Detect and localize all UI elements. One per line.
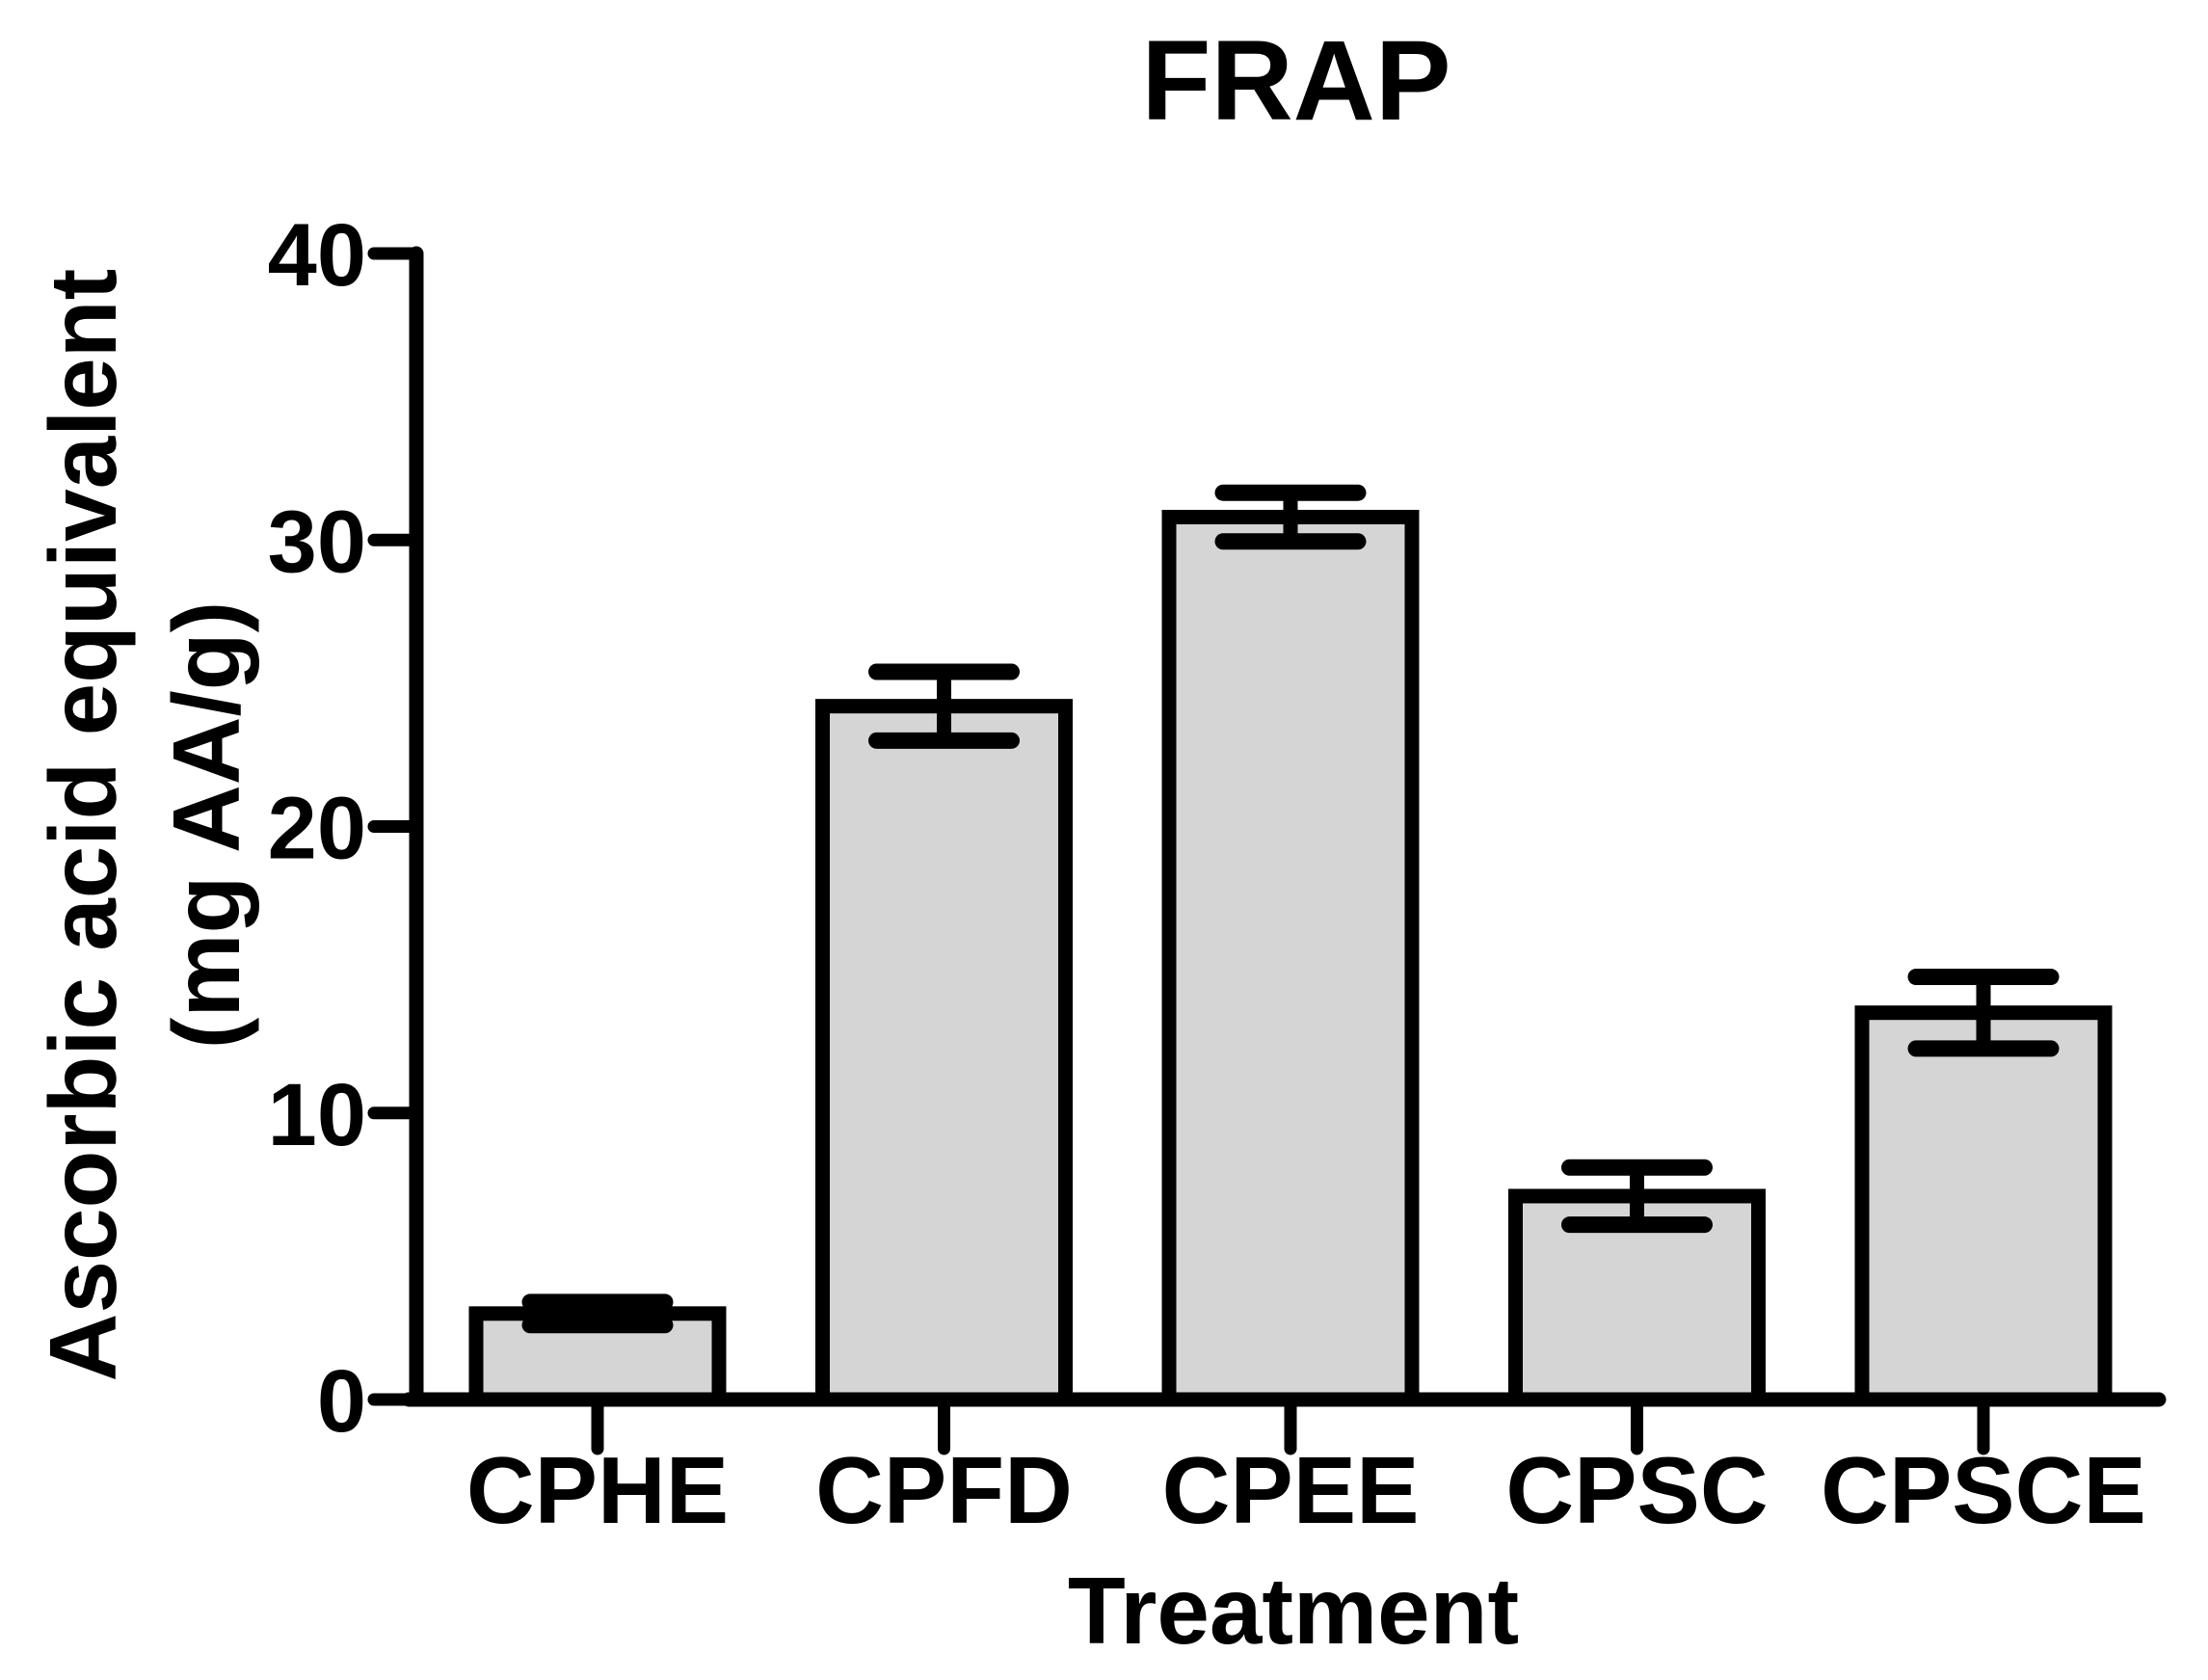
error-bar-cpfd bbox=[868, 663, 1020, 749]
x-tick-label-cpfd: CPFD bbox=[815, 1437, 1073, 1543]
y-axis-title-line1: Ascorbic acid equivalent bbox=[30, 269, 136, 1382]
error-bar-cphe bbox=[521, 1293, 674, 1334]
bar-cpee bbox=[1161, 509, 1420, 1407]
x-tick-label-cphe: CPHE bbox=[466, 1437, 729, 1543]
y-tick-label-10: 10 bbox=[268, 1066, 366, 1164]
y-tick-label-30: 30 bbox=[268, 493, 366, 591]
x-tick-label-cpsc: CPSC bbox=[1505, 1437, 1768, 1543]
x-tick-label-cpee: CPEE bbox=[1162, 1437, 1420, 1543]
bar-cpfd bbox=[815, 699, 1073, 1407]
error-bar-cpsce bbox=[1907, 969, 2060, 1057]
chart-title: FRAP bbox=[1141, 17, 1450, 145]
bar-cpsce bbox=[1854, 1005, 2113, 1407]
y-axis-title: Ascorbic acid equivalent (mg AA/g) bbox=[30, 269, 259, 1382]
x-tick-label-cpsce: CPSCE bbox=[1821, 1437, 2146, 1543]
y-axis-title-line2: (mg AA/g) bbox=[153, 601, 259, 1050]
plot-area: 0 10 20 30 40 CPHE CPFD CPEE CPSC CPSCE bbox=[268, 206, 2167, 1543]
x-axis-title: Treatment bbox=[1068, 1558, 1519, 1664]
y-tick-label-40: 40 bbox=[268, 206, 366, 305]
y-tick-label-20: 20 bbox=[268, 780, 366, 878]
y-tick-label-0: 0 bbox=[317, 1352, 366, 1451]
error-bar-cpee bbox=[1214, 484, 1367, 550]
error-bar-cpsc bbox=[1561, 1159, 1713, 1234]
